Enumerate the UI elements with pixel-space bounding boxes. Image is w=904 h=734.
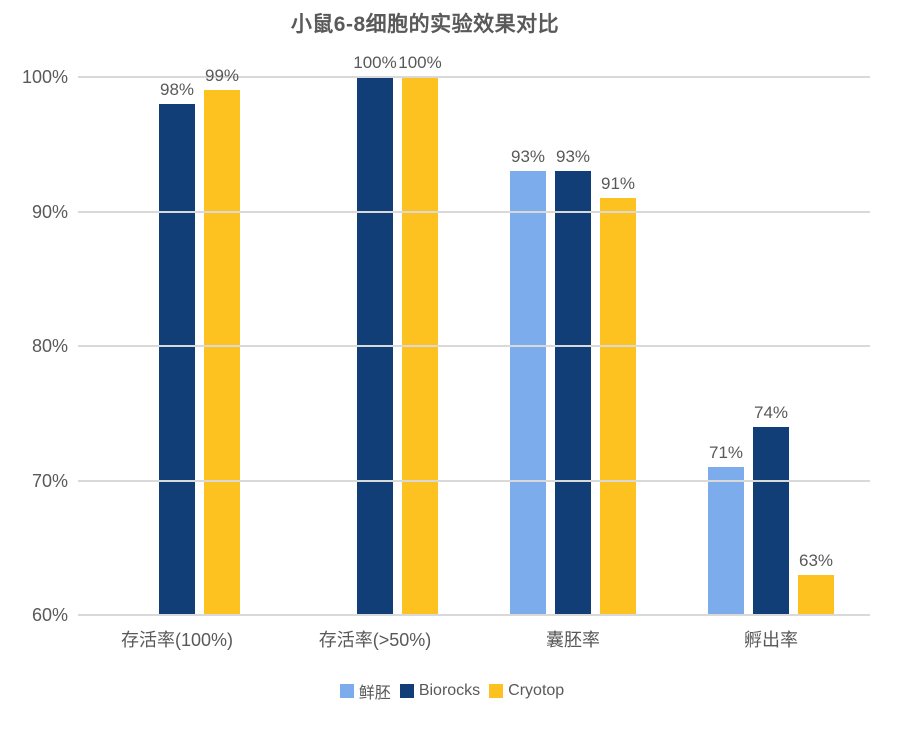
legend-label: Biorocks — [418, 682, 481, 699]
legend-label: Cryotop — [508, 682, 565, 699]
x-category-label: 存活率(>50%) — [318, 630, 432, 650]
bar-Cryotop-囊胚率 — [600, 198, 636, 615]
gridline — [78, 345, 870, 347]
bar-value-label: 100% — [398, 53, 442, 72]
legend-swatch — [339, 684, 354, 698]
bar-labels-layer: 93% 71% 98% 100% 93% 74% 99% 100% 91% 63% — [78, 53, 870, 615]
bar-Biorocks-存活率(100%) — [159, 103, 195, 615]
y-tick-label: 90% — [31, 201, 68, 222]
bars-layer — [78, 77, 870, 615]
bar-value-label: 91% — [600, 174, 636, 194]
legend-label: 鲜胚 — [358, 685, 391, 702]
bar-Biorocks-囊胚率 — [555, 171, 591, 615]
bar-value-label: 74% — [753, 402, 789, 422]
x-category-label: 囊胚率 — [546, 630, 600, 650]
gridline — [78, 614, 870, 616]
y-tick-label: 80% — [31, 336, 68, 356]
y-tick-label: 60% — [31, 605, 68, 625]
bar-value-label: 71% — [708, 443, 744, 463]
legend-swatch — [399, 684, 414, 698]
chart-title: 小鼠6-8细胞的实验效果对比 — [290, 13, 560, 36]
x-category-label: 孵出率 — [744, 630, 798, 650]
y-tick-label: 70% — [31, 470, 68, 491]
gridline — [78, 479, 870, 482]
bar-value-label: 98% — [159, 79, 195, 99]
y-tick-label: 100% — [21, 67, 68, 87]
legend-item-Biorocks: Biorocks — [399, 682, 481, 700]
bar-鲜胚-孵出率 — [708, 467, 744, 615]
gridlines-layer — [78, 76, 870, 616]
bar-value-label: 99% — [204, 66, 240, 86]
bar-Cryotop-存活率(100%) — [204, 90, 240, 615]
bar-鲜胚-囊胚率 — [510, 171, 546, 615]
bar-value-label: 100% — [353, 53, 397, 72]
bar-Cryotop-孵出率 — [798, 574, 834, 615]
bar-value-label: 93% — [555, 147, 591, 167]
gridline — [78, 76, 870, 78]
legend: 鲜胚 Biorocks Cryotop — [0, 679, 904, 703]
legend-item-Cryotop: Cryotop — [489, 682, 564, 700]
bar-value-label: 93% — [510, 147, 546, 167]
legend-item-鲜胚: 鲜胚 — [339, 679, 391, 703]
plot-area: 93% 71% 98% 100% 93% 74% 99% 100% 91% 63% — [78, 53, 870, 616]
bar-Biorocks-孵出率 — [753, 426, 789, 615]
bar-value-label: 63% — [798, 550, 834, 570]
legend-swatch — [489, 684, 504, 698]
x-category-label: 存活率(100%) — [120, 630, 234, 650]
gridline — [78, 210, 870, 213]
